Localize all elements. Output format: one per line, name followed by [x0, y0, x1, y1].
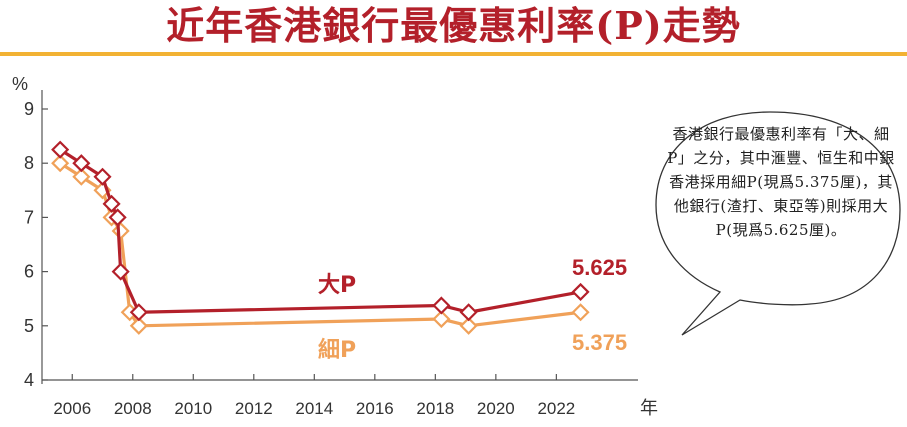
end-value-label-small-p: 5.375 — [572, 330, 627, 355]
data-point-marker — [459, 303, 478, 322]
data-point-marker — [72, 154, 91, 173]
title-underline — [0, 52, 907, 56]
series-label-big-p: 大P — [318, 273, 356, 298]
x-tick-label: 2014 — [295, 399, 333, 418]
x-tick-label: 2016 — [356, 399, 394, 418]
y-tick-label: 6 — [24, 262, 34, 282]
data-point-marker — [51, 140, 70, 159]
y-axis-label: % — [12, 74, 28, 94]
y-tick-label: 4 — [24, 370, 34, 390]
series-label-small-p: 細P — [318, 337, 356, 363]
series-line — [59, 161, 581, 328]
axes: 4 5 6 7 8 9 2006 2008 2010 2012 2014 2016 2018 2020 20… — [12, 74, 658, 419]
x-tick-label: 2018 — [416, 399, 454, 418]
y-tick-label: 9 — [24, 99, 34, 119]
data-point-marker — [102, 194, 121, 213]
data-point-marker — [571, 282, 590, 301]
labels-layer: 大P 細P 5.625 5.375 — [318, 255, 627, 363]
end-value-label-big-p: 5.625 — [572, 255, 627, 280]
data-point-marker — [571, 303, 590, 322]
callout-bubble — [655, 111, 901, 336]
x-tick-label: 2008 — [114, 399, 152, 418]
x-tick-label: 2006 — [53, 399, 91, 418]
y-tick-label: 5 — [24, 316, 34, 336]
data-point-marker — [432, 309, 451, 329]
x-tick-label: 2020 — [477, 399, 515, 418]
data-point-marker — [72, 167, 91, 186]
data-point-marker — [129, 316, 148, 335]
data-point-marker — [129, 303, 148, 322]
data-point-marker — [108, 208, 127, 227]
series-line — [59, 148, 581, 314]
data-point-marker — [459, 316, 478, 335]
chart-title: 近年香港銀行最優惠利率(P)走勢 — [166, 3, 741, 48]
x-tick-label: 2012 — [235, 399, 273, 418]
data-point-marker — [51, 154, 70, 173]
y-tick-label: 7 — [24, 207, 34, 227]
series-layer — [51, 140, 590, 335]
x-axis-label: 年 — [640, 398, 658, 419]
series-big-p — [51, 140, 590, 322]
data-point-marker — [432, 296, 451, 315]
data-point-marker — [93, 167, 112, 186]
y-tick-label: 8 — [24, 153, 34, 173]
x-tick-label: 2010 — [174, 399, 212, 418]
data-point-marker — [111, 262, 130, 281]
callout-note: 香港銀行最優惠利率有「大、細P」之分，其中滙豐、恒生和中銀香港採用細P(現爲5.… — [667, 125, 895, 239]
x-tick-label: 2022 — [537, 399, 575, 418]
